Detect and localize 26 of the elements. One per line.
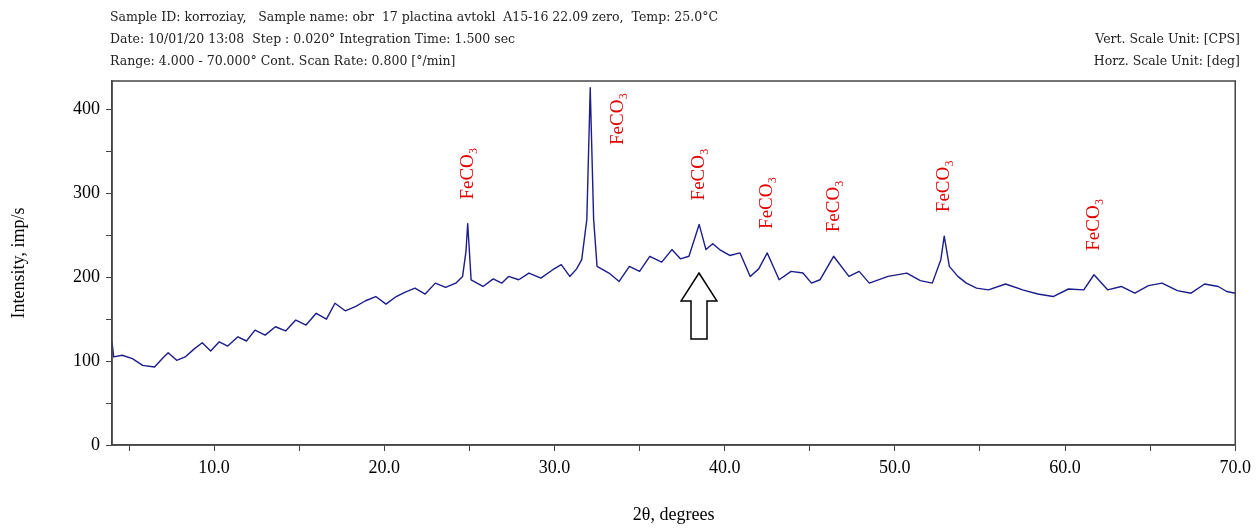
text: Sample ID: korroziay, Sample name: obr 17 plactina avtokl A15-16 22.09 zero, Temp: 25.0°C [110, 8, 718, 26]
y-tick-label: 100 [73, 349, 100, 370]
x-tick-label: 70.0 [1219, 456, 1251, 477]
annotation: FeCO₃ [606, 92, 628, 146]
annotation: FeCO₃ [821, 180, 843, 233]
x-tick-label: 40.0 [708, 456, 741, 477]
x-tick-label: 10.0 [198, 456, 230, 477]
text: Date: 10/01/20 13:08 Step : 0.020° Integration Time: 1.500 sec [110, 30, 517, 48]
x-axis-title: 2θ, degrees [632, 503, 715, 524]
x-tick-label: 50.0 [879, 456, 911, 477]
text: Vert. Scale Unit: [CPS] [1094, 30, 1240, 48]
text: Horz. Scale Unit: [deg] [1093, 52, 1240, 70]
y-tick-label: 300 [73, 182, 100, 203]
x-tick-label: 20.0 [368, 456, 401, 477]
annotation: FeCO₃ [1081, 198, 1103, 251]
y-tick-label: 0 [91, 433, 100, 454]
annotation: FeCO₃ [687, 148, 709, 201]
annotation: FeCO₃ [755, 176, 777, 229]
y-tick-label: 200 [73, 265, 100, 286]
x-tick-label: 60.0 [1049, 456, 1081, 477]
text: Range: 4.000 - 70.000° Cont. Scan Rate: 0.800 [°/min] [110, 52, 457, 70]
annotation: FeCO₃ [932, 160, 954, 213]
annotation: FeCO₃ [455, 147, 477, 200]
y-tick-label: 400 [73, 98, 100, 119]
y-axis-title: Intensity, imp/s [7, 207, 28, 319]
x-tick-label: 30.0 [538, 456, 571, 477]
